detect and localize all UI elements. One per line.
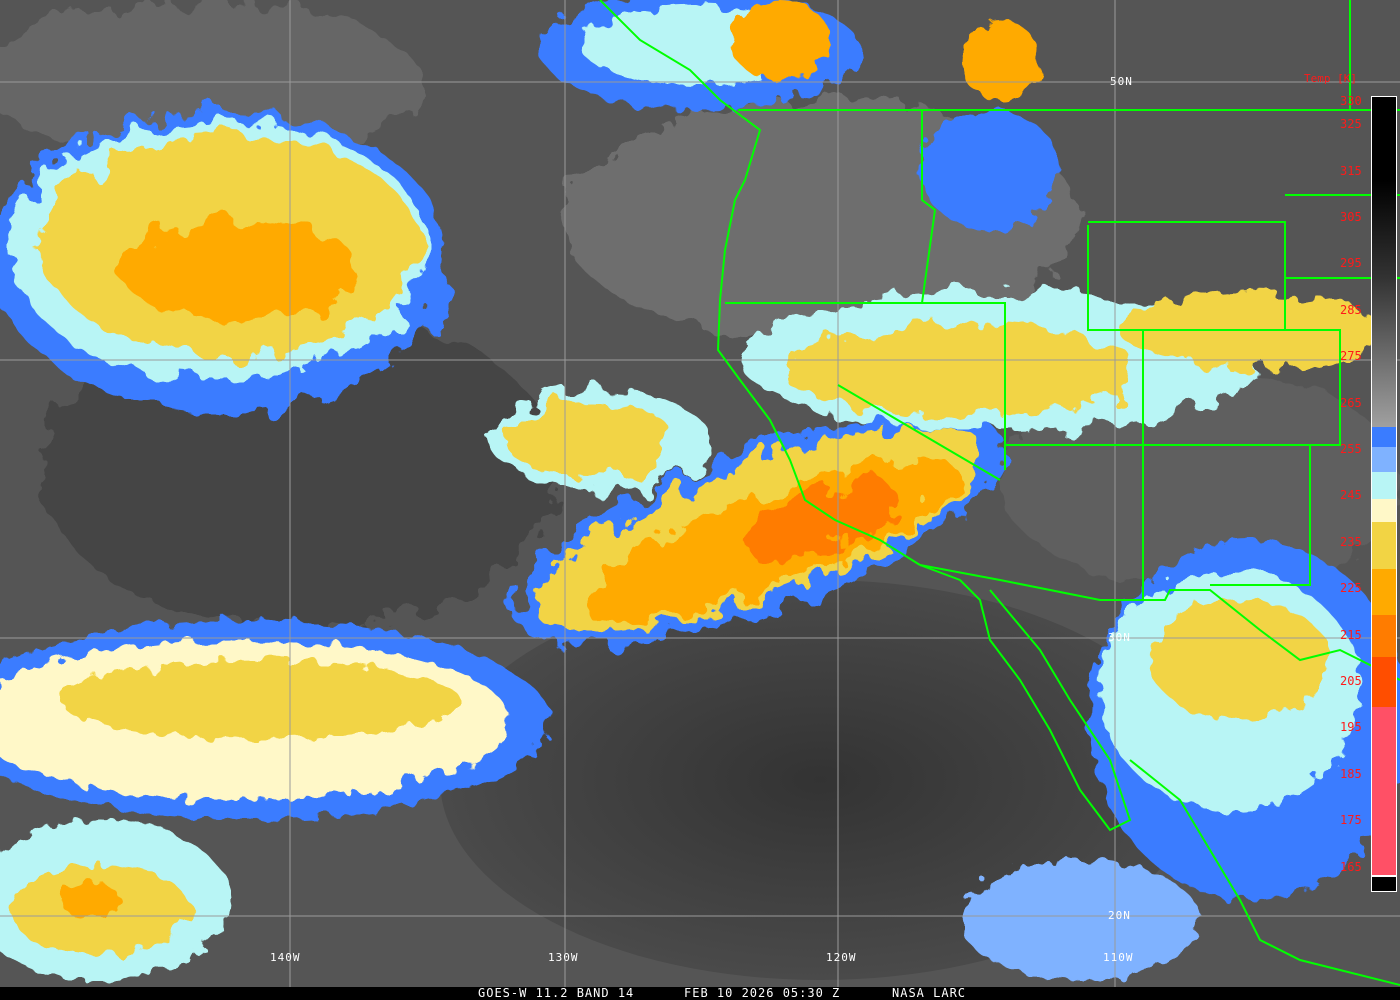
colorbar-tick-label: 330 [1340, 94, 1362, 108]
colorbar-tick-label: 215 [1340, 627, 1362, 642]
cloud-cluster-southeast [960, 540, 1400, 980]
colorbar-dark-orange [1372, 615, 1396, 657]
cloud-swirl-northwest [0, 110, 450, 410]
colorbar-tick-label: 185 [1340, 766, 1362, 781]
colorbar-blue [1372, 427, 1396, 447]
colorbar-orange [1372, 569, 1396, 615]
colorbar-coldest [1372, 877, 1396, 891]
colorbar-tick-label: 165 [1340, 859, 1362, 874]
colorbar-tick-label: 295 [1340, 256, 1362, 271]
colorbar-red-orange [1372, 657, 1396, 707]
lat-label-30n: 30N [1108, 631, 1131, 644]
lat-label-50n: 50N [1110, 75, 1133, 88]
colorbar-tick-label: 285 [1340, 302, 1362, 317]
caption-datetime: FEB 10 2026 05:30 Z [684, 986, 841, 1000]
caption-credit: NASA LARC [892, 986, 967, 1000]
lat-label-20n: 20N [1108, 909, 1131, 922]
colorbar-tick-label: 265 [1340, 395, 1362, 410]
lon-label-130w: 130W [548, 951, 579, 964]
colorbar-tick-label: 305 [1340, 210, 1362, 224]
cloud-band-southwest [0, 620, 550, 980]
colorbar-tick-label: 235 [1340, 534, 1362, 549]
colorbar-tick-label: 195 [1340, 720, 1362, 735]
colorbar-tick-label: 225 [1340, 581, 1362, 596]
colorbar-tick-label: 175 [1340, 813, 1362, 828]
lon-label-140w: 140W [270, 951, 301, 964]
colorbar-cream [1372, 499, 1396, 522]
caption-bar: GOES-W 11.2 BAND 14 FEB 10 2026 05:30 Z … [0, 987, 1400, 1000]
colorbar-tick-label: 205 [1340, 674, 1362, 688]
colorbar-title: Temp [K] [1304, 72, 1357, 85]
cloud-band-central [490, 290, 1380, 647]
colorbar-tick-label: 245 [1340, 488, 1362, 503]
colorbar-tick-label: 315 [1340, 163, 1362, 178]
colorbar-gray-ramp [1372, 97, 1396, 427]
colorbar-pink [1372, 707, 1396, 875]
lon-label-110w: 110W [1103, 951, 1134, 964]
colorbar-tick-label: 325 [1340, 117, 1362, 132]
colorbar-pale-cyan [1372, 472, 1396, 499]
colorbar-tick-label: 275 [1340, 349, 1362, 364]
colorbar-tick-label: 255 [1340, 442, 1362, 456]
caption-product: GOES-W 11.2 BAND 14 [478, 986, 635, 1000]
lon-label-120w: 120W [826, 951, 857, 964]
colorbar-light-blue [1372, 447, 1396, 472]
temperature-colorbar [1371, 96, 1397, 892]
colorbar-yellow [1372, 522, 1396, 569]
